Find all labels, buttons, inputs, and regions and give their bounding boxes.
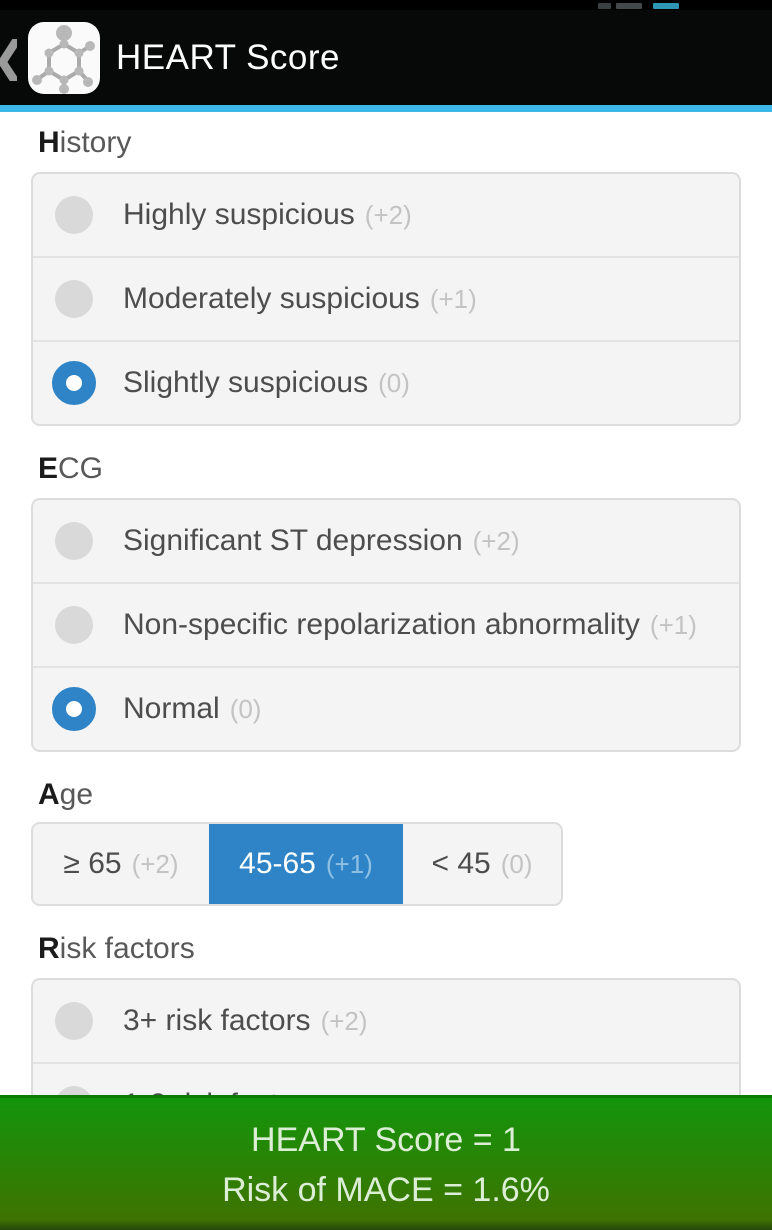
segment-score: (0)	[500, 848, 533, 879]
segment-label: < 45	[431, 847, 491, 880]
radio-unselected-icon[interactable]	[55, 522, 93, 560]
option-score: (+2)	[472, 525, 520, 556]
age-segmented-control: ≥ 65 (+2) 45-65 (+1) < 45 (0)	[31, 822, 563, 906]
radio-option-moderately-suspicious[interactable]: Moderately suspicious (+1)	[33, 256, 739, 340]
history-radio-group: Highly suspicious (+2) Moderately suspic…	[31, 172, 741, 426]
wifi-icon	[616, 3, 642, 9]
age-segment-lt45[interactable]: < 45 (0)	[403, 824, 561, 904]
section-heading-age: Age	[38, 776, 772, 814]
heading-letter: E	[38, 452, 59, 485]
heading-letter: R	[38, 932, 60, 965]
radio-option-highly-suspicious[interactable]: Highly suspicious (+2)	[33, 174, 739, 256]
section-heading-risk-factors: Risk factors	[38, 930, 772, 968]
age-segment-ge65[interactable]: ≥ 65 (+2)	[33, 824, 209, 904]
ecg-radio-group: Significant ST depression (+2) Non-speci…	[31, 498, 741, 752]
segment-score: (+2)	[131, 848, 179, 879]
radio-option-3plus-risk-factors[interactable]: 3+ risk factors (+2)	[33, 980, 739, 1062]
option-label: Slightly suspicious	[123, 366, 369, 399]
segment-score: (+1)	[325, 848, 373, 879]
app-header: ❮ HEART Score	[0, 10, 772, 105]
option-score: (0)	[229, 693, 262, 724]
signal-icon	[598, 3, 611, 9]
radio-unselected-icon[interactable]	[55, 280, 93, 318]
segment-label: ≥ 65	[63, 847, 122, 880]
radio-option-slightly-suspicious[interactable]: Slightly suspicious (0)	[33, 340, 739, 424]
radio-unselected-icon[interactable]	[55, 606, 93, 644]
heading-rest: istory	[59, 126, 132, 159]
heading-rest: isk factors	[59, 932, 195, 965]
option-label: Normal	[123, 692, 220, 725]
heading-rest: ge	[59, 778, 94, 811]
result-banner: HEART Score = 1 Risk of MACE = 1.6%	[0, 1095, 772, 1230]
option-score: (+2)	[364, 199, 412, 230]
heading-rest: CG	[58, 452, 104, 485]
battery-icon	[653, 3, 679, 9]
status-bar	[0, 0, 772, 10]
molecule-icon	[28, 21, 100, 94]
heading-letter: H	[38, 126, 60, 159]
page-title: HEART Score	[116, 37, 341, 77]
radio-option-st-depression[interactable]: Significant ST depression (+2)	[33, 500, 739, 582]
heading-letter: A	[38, 778, 60, 811]
section-heading-ecg: ECG	[38, 450, 772, 488]
back-chevron-icon[interactable]: ❮	[0, 35, 17, 81]
radio-selected-icon[interactable]	[52, 687, 96, 731]
option-label: Significant ST depression	[123, 524, 463, 557]
mace-risk-result: Risk of MACE = 1.6%	[222, 1171, 550, 1209]
age-segment-45-65-selected[interactable]: 45-65 (+1)	[209, 824, 403, 904]
header-divider	[0, 105, 772, 112]
option-label: 3+ risk factors	[123, 1004, 311, 1037]
scroll-content: History Highly suspicious (+2) Moderatel…	[0, 124, 772, 1148]
radio-selected-icon[interactable]	[52, 361, 96, 405]
option-score: (0)	[378, 367, 410, 398]
segment-label: 45-65	[239, 847, 316, 880]
section-heading-history: History	[38, 124, 772, 162]
radio-unselected-icon[interactable]	[55, 196, 93, 234]
radio-option-nonspecific-repolarization[interactable]: Non-specific repolarization abnormality …	[33, 582, 739, 666]
option-score: (+2)	[320, 1005, 368, 1036]
heart-score-result: HEART Score = 1	[251, 1121, 521, 1159]
radio-unselected-icon[interactable]	[55, 1002, 93, 1040]
radio-option-normal[interactable]: Normal (0)	[33, 666, 739, 750]
option-score: (+1)	[649, 609, 697, 640]
option-label: Moderately suspicious	[123, 282, 420, 315]
option-label: Highly suspicious	[123, 198, 355, 231]
option-label: Non-specific repolarization abnormality	[123, 608, 640, 641]
option-score: (+1)	[429, 283, 477, 314]
